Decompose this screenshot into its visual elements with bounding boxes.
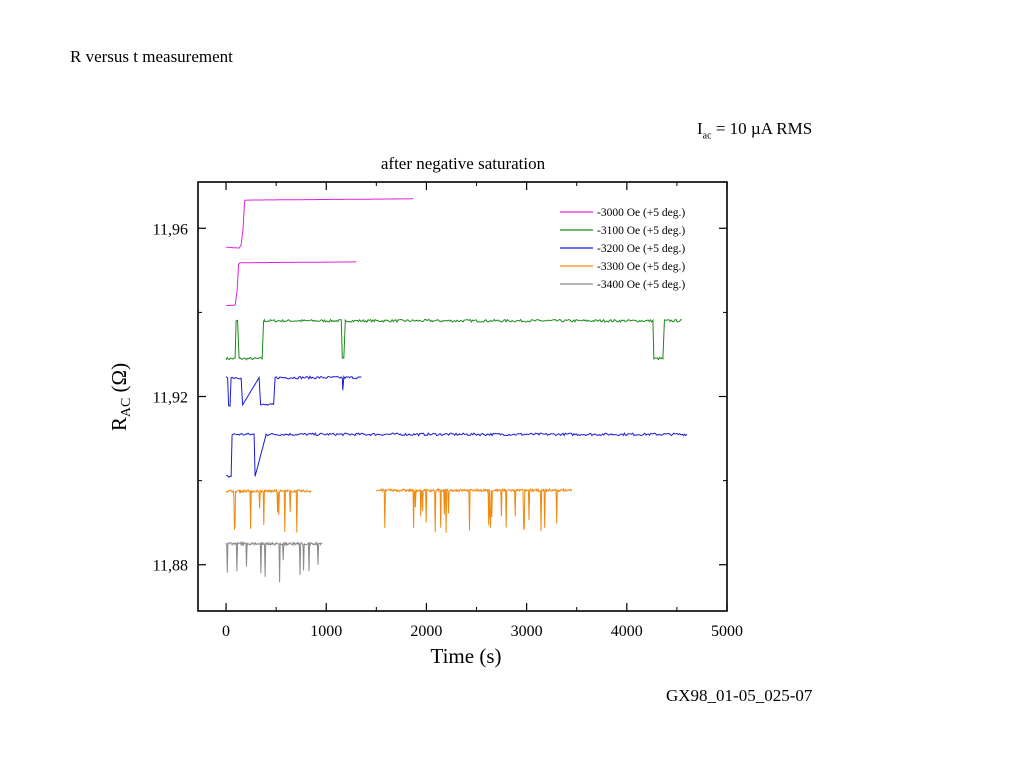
x-tick-label-1: 1000 <box>310 623 342 640</box>
current-label-sub: ac <box>702 130 712 142</box>
y-tick-label-0: 11,88 <box>153 558 188 575</box>
trace-7 <box>225 541 323 583</box>
x-tick-label-3: 3000 <box>511 623 543 640</box>
legend-label-2: -3200 Oe (+5 deg.) <box>597 243 685 255</box>
current-label-main: I <box>697 119 703 138</box>
current-label-rest: = 10 µA RMS <box>711 119 813 138</box>
trace-5 <box>225 488 312 533</box>
chart-title: after negative saturation <box>381 154 546 173</box>
legend-label-0: -3000 Oe (+5 deg.) <box>597 207 685 219</box>
page-title: R versus t measurement <box>70 47 233 66</box>
x-tick-label-4: 4000 <box>611 623 643 640</box>
legend-label-4: -3400 Oe (+5 deg.) <box>597 279 685 291</box>
chart-axes: 0 1000 2000 3000 4000 5000 11,88 11,92 11,96 <box>153 182 743 640</box>
x-tick-label-5: 5000 <box>711 623 743 640</box>
y-tick-label-2: 11,96 <box>153 221 188 238</box>
x-axis-label: Time (s) <box>431 644 502 668</box>
x-tick-label-0: 0 <box>222 623 230 640</box>
trace-4 <box>226 432 688 478</box>
trace-1 <box>226 261 357 307</box>
legend-label-1: -3100 Oe (+5 deg.) <box>597 225 685 237</box>
chart-traces <box>225 198 688 583</box>
trace-2 <box>225 318 682 361</box>
trace-3 <box>225 375 362 407</box>
y-axis-label: RAC (Ω) <box>107 363 134 431</box>
y-axis-label-rest: (Ω) <box>107 363 131 398</box>
current-label: Iac = 10 µA RMS <box>697 119 812 141</box>
y-tick-label-1: 11,92 <box>153 390 188 407</box>
y-axis-label-main: R <box>107 417 131 431</box>
footer-id: GX98_01-05_025-07 <box>666 686 813 705</box>
legend-label-3: -3300 Oe (+5 deg.) <box>597 261 685 273</box>
y-axis-label-sub: AC <box>119 398 134 417</box>
trace-6 <box>375 487 573 533</box>
x-tick-label-2: 2000 <box>410 623 442 640</box>
trace-0 <box>226 198 414 249</box>
chart-legend: -3000 Oe (+5 deg.) -3100 Oe (+5 deg.) -320… <box>560 207 685 291</box>
